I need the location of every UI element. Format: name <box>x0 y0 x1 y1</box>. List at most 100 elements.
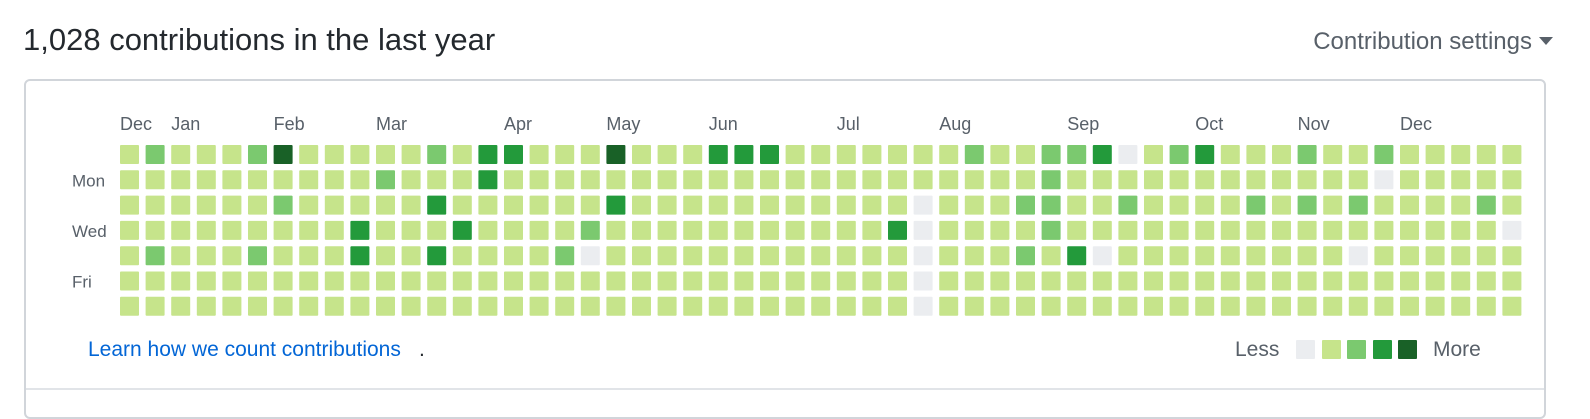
contribution-day[interactable] <box>171 170 191 190</box>
contribution-day[interactable] <box>606 246 626 266</box>
contribution-day[interactable] <box>120 145 139 164</box>
contribution-day[interactable] <box>1323 220 1343 240</box>
contribution-day[interactable] <box>196 195 216 215</box>
contribution-day[interactable] <box>1374 246 1394 266</box>
contribution-day[interactable] <box>1220 170 1240 190</box>
contribution-day[interactable] <box>990 296 1010 316</box>
contribution-day[interactable] <box>1246 170 1266 190</box>
contribution-day[interactable] <box>1348 195 1368 215</box>
contribution-day[interactable] <box>248 271 267 291</box>
contribution-day[interactable] <box>529 170 549 190</box>
contribution-day[interactable] <box>913 195 933 215</box>
contribution-day[interactable] <box>376 271 395 291</box>
contribution-day[interactable] <box>836 145 856 164</box>
contribution-day[interactable] <box>913 271 933 291</box>
contribution-day[interactable] <box>1092 271 1112 291</box>
contribution-day[interactable] <box>299 246 319 266</box>
contribution-day[interactable] <box>452 170 472 190</box>
contribution-day[interactable] <box>888 246 907 266</box>
contribution-day[interactable] <box>1425 271 1445 291</box>
contribution-day[interactable] <box>657 220 677 240</box>
contribution-day[interactable] <box>734 296 754 316</box>
contribution-day[interactable] <box>529 296 549 316</box>
contribution-day[interactable] <box>708 296 728 316</box>
contribution-day[interactable] <box>785 246 805 266</box>
contribution-day[interactable] <box>1118 170 1138 190</box>
contribution-day[interactable] <box>1297 170 1317 190</box>
contribution-day[interactable] <box>888 195 907 215</box>
contribution-day[interactable] <box>478 145 498 164</box>
contribution-day[interactable] <box>990 170 1010 190</box>
contribution-day[interactable] <box>939 271 959 291</box>
contribution-day[interactable] <box>1502 296 1522 316</box>
contribution-day[interactable] <box>196 170 216 190</box>
contribution-day[interactable] <box>1067 271 1087 291</box>
contribution-day[interactable] <box>1144 145 1163 164</box>
contribution-day[interactable] <box>1400 170 1419 190</box>
contribution-day[interactable] <box>1297 246 1317 266</box>
contribution-day[interactable] <box>964 271 984 291</box>
contribution-day[interactable] <box>145 246 165 266</box>
contribution-day[interactable] <box>299 170 319 190</box>
contribution-day[interactable] <box>1144 296 1163 316</box>
contribution-day[interactable] <box>785 296 805 316</box>
contribution-day[interactable] <box>760 271 779 291</box>
contribution-day[interactable] <box>1297 220 1317 240</box>
contribution-day[interactable] <box>1041 170 1061 190</box>
contribution-day[interactable] <box>862 170 882 190</box>
contribution-day[interactable] <box>1502 246 1522 266</box>
contribution-day[interactable] <box>939 220 959 240</box>
contribution-day[interactable] <box>708 220 728 240</box>
contribution-day[interactable] <box>1118 195 1138 215</box>
contribution-day[interactable] <box>683 246 703 266</box>
contribution-day[interactable] <box>1272 296 1291 316</box>
contribution-day[interactable] <box>1041 271 1061 291</box>
contribution-day[interactable] <box>350 170 370 190</box>
contribution-day[interactable] <box>708 271 728 291</box>
contribution-day[interactable] <box>171 220 191 240</box>
contribution-day[interactable] <box>990 220 1010 240</box>
contribution-day[interactable] <box>811 195 831 215</box>
contribution-day[interactable] <box>273 296 293 316</box>
contribution-day[interactable] <box>452 296 472 316</box>
contribution-day[interactable] <box>606 145 626 164</box>
contribution-day[interactable] <box>299 220 319 240</box>
contribution-day[interactable] <box>350 296 370 316</box>
contribution-day[interactable] <box>1323 195 1343 215</box>
contribution-day[interactable] <box>1246 220 1266 240</box>
contribution-day[interactable] <box>427 296 447 316</box>
contribution-day[interactable] <box>1169 271 1189 291</box>
contribution-day[interactable] <box>222 271 242 291</box>
contribution-day[interactable] <box>1016 296 1035 316</box>
contribution-day[interactable] <box>1323 145 1343 164</box>
contribution-day[interactable] <box>504 220 523 240</box>
contribution-day[interactable] <box>836 246 856 266</box>
contribution-day[interactable] <box>632 271 651 291</box>
contribution-day[interactable] <box>990 246 1010 266</box>
contribution-day[interactable] <box>478 170 498 190</box>
contribution-day[interactable] <box>913 246 933 266</box>
contribution-day[interactable] <box>888 296 907 316</box>
contribution-day[interactable] <box>580 296 600 316</box>
contribution-day[interactable] <box>734 271 754 291</box>
contribution-day[interactable] <box>504 170 523 190</box>
contribution-day[interactable] <box>990 145 1010 164</box>
contribution-day[interactable] <box>1451 271 1471 291</box>
contribution-day[interactable] <box>1195 195 1215 215</box>
contribution-day[interactable] <box>1476 271 1496 291</box>
contribution-day[interactable] <box>785 170 805 190</box>
contribution-day[interactable] <box>1297 195 1317 215</box>
contribution-day[interactable] <box>811 170 831 190</box>
contribution-day[interactable] <box>120 296 139 316</box>
contribution-day[interactable] <box>273 145 293 164</box>
contribution-day[interactable] <box>1092 220 1112 240</box>
contribution-day[interactable] <box>734 220 754 240</box>
contribution-day[interactable] <box>785 271 805 291</box>
contribution-day[interactable] <box>324 246 344 266</box>
contribution-day[interactable] <box>529 271 549 291</box>
contribution-day[interactable] <box>171 145 191 164</box>
contribution-day[interactable] <box>760 296 779 316</box>
contribution-day[interactable] <box>606 195 626 215</box>
contribution-day[interactable] <box>452 145 472 164</box>
contribution-day[interactable] <box>401 145 421 164</box>
